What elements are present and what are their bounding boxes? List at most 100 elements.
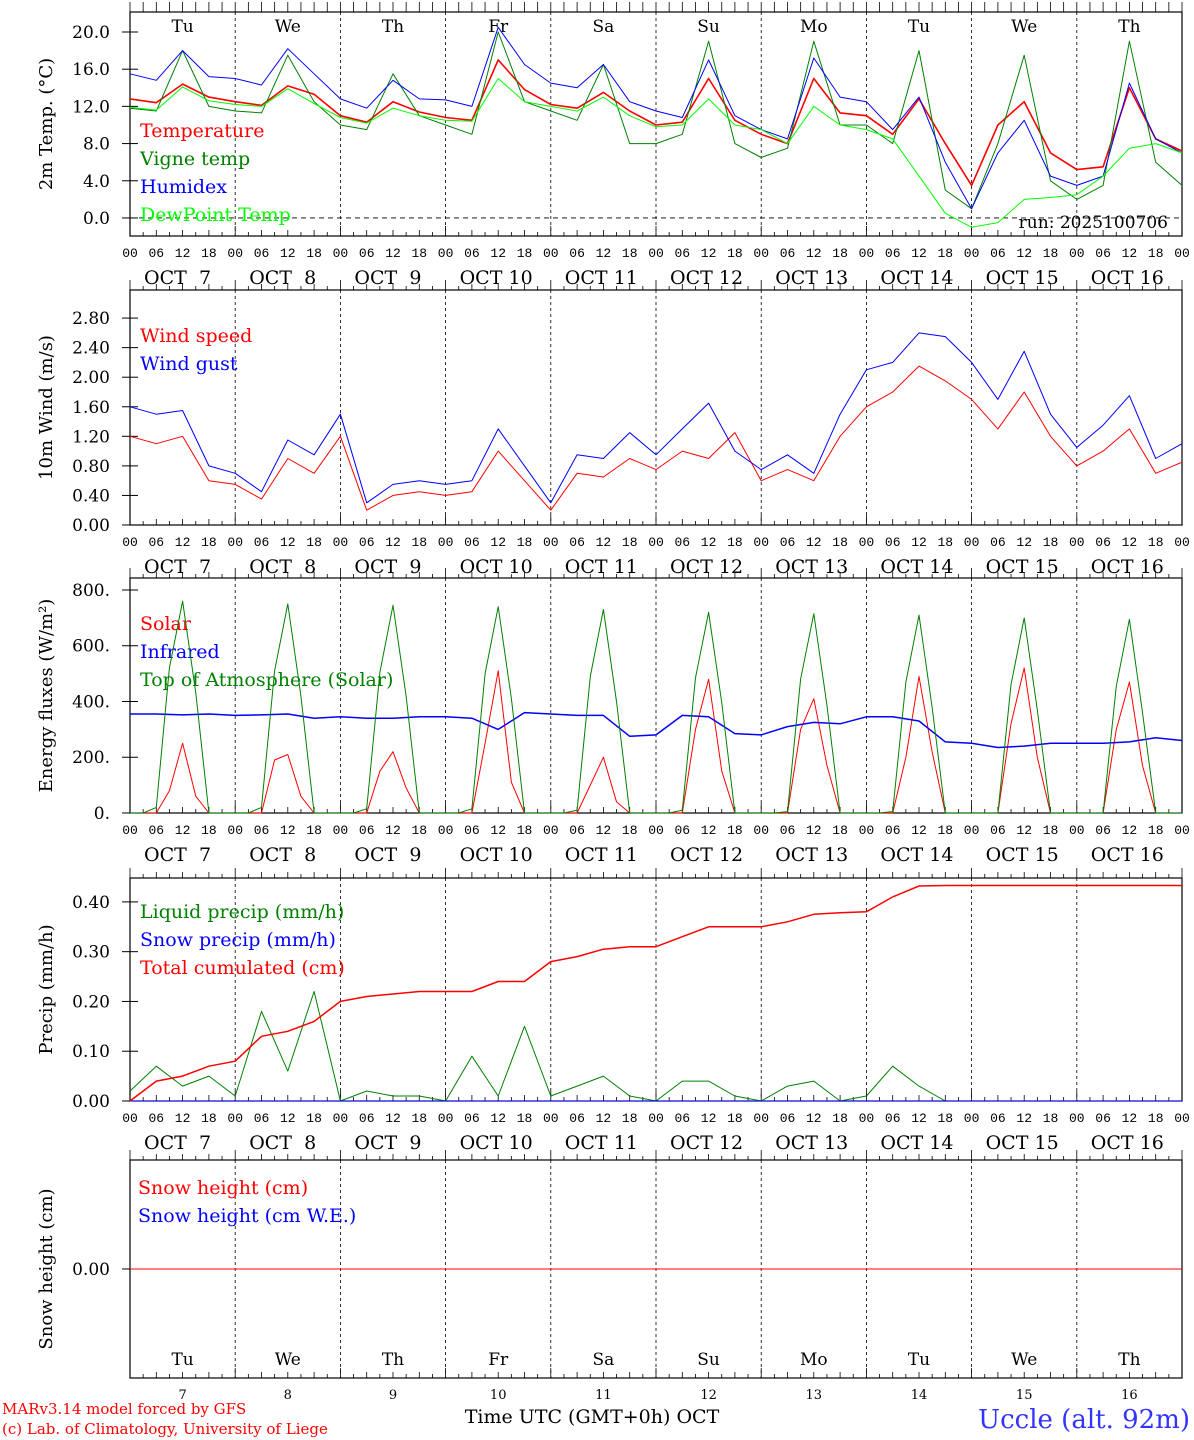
- hour-tick-label: 00: [1069, 535, 1085, 550]
- hour-tick-label: 18: [1043, 1111, 1059, 1126]
- footer-credit: (c) Lab. of Climatology, University of L…: [2, 1420, 328, 1438]
- hour-tick-label: 00: [543, 1111, 559, 1126]
- y-tick-label: 400.: [72, 692, 110, 712]
- hour-tick-label: 00: [227, 823, 243, 838]
- hour-tick-label: 18: [832, 535, 848, 550]
- legend-entry: Snow precip (mm/h): [140, 929, 336, 951]
- hour-tick-label: 00: [1174, 246, 1190, 261]
- hour-tick-label: 12: [596, 823, 612, 838]
- date-label: 16: [1140, 267, 1164, 289]
- hour-tick-label: 06: [464, 1111, 480, 1126]
- date-label: 14: [929, 556, 953, 578]
- series-line-vigne-temp: [129, 31, 1183, 210]
- hour-tick-label: 06: [359, 535, 375, 550]
- date-label: 9: [389, 1388, 397, 1403]
- date-label: 11: [614, 556, 638, 578]
- hour-tick-label: 00: [1174, 823, 1190, 838]
- hour-tick-label: 18: [201, 535, 217, 550]
- month-label: OCT: [144, 267, 187, 289]
- day-name: Mo: [800, 1350, 828, 1370]
- hour-tick-label: 06: [780, 823, 796, 838]
- date-label: 9: [409, 844, 421, 866]
- hour-tick-label: 00: [964, 535, 980, 550]
- hour-tick-label: 12: [280, 535, 296, 550]
- hour-tick-label: 12: [175, 535, 191, 550]
- date-label: 12: [719, 267, 743, 289]
- hour-tick-label: 00: [438, 535, 454, 550]
- y-tick-label: 0.20: [72, 992, 110, 1012]
- month-label: OCT: [1091, 844, 1134, 866]
- hour-tick-label: 06: [990, 1111, 1006, 1126]
- day-name: Mo: [800, 17, 828, 37]
- y-tick-label: 0.80: [72, 457, 110, 477]
- hour-tick-label: 06: [148, 823, 164, 838]
- hour-tick-label: 00: [1069, 823, 1085, 838]
- date-label: 9: [409, 556, 421, 578]
- plot-frame: [129, 11, 1183, 237]
- y-tick-label: 0.40: [72, 893, 110, 913]
- hour-tick-label: 00: [333, 535, 349, 550]
- hour-tick-label: 06: [569, 1111, 585, 1126]
- month-label: OCT: [144, 844, 187, 866]
- hour-tick-label: 18: [1148, 1111, 1164, 1126]
- series-line-humidex: [129, 26, 1183, 210]
- date-label: 16: [1140, 556, 1164, 578]
- hour-tick-label: 00: [1174, 535, 1190, 550]
- month-label: OCT: [880, 556, 923, 578]
- hour-tick-label: 18: [306, 246, 322, 261]
- y-tick-label: 800.: [72, 581, 110, 601]
- hour-tick-label: 00: [648, 246, 664, 261]
- hour-tick-label: 18: [937, 246, 953, 261]
- hour-tick-label: 00: [227, 535, 243, 550]
- series-line-dewpoint-temp: [129, 78, 1183, 228]
- hour-tick-label: 06: [569, 535, 585, 550]
- y-tick-label: 0.30: [72, 943, 110, 963]
- hour-tick-label: 00: [859, 1111, 875, 1126]
- hour-tick-label: 00: [543, 535, 559, 550]
- day-name: We: [275, 1350, 301, 1370]
- hour-tick-label: 12: [1016, 1111, 1032, 1126]
- hour-tick-label: 06: [1095, 535, 1111, 550]
- date-label: 8: [304, 844, 316, 866]
- y-tick-label: 0.40: [72, 486, 110, 506]
- date-label: 7: [178, 1388, 186, 1403]
- month-label: OCT: [775, 844, 818, 866]
- hour-tick-label: 12: [175, 246, 191, 261]
- date-label: 15: [1035, 556, 1059, 578]
- date-label: 13: [824, 844, 848, 866]
- hour-tick-label: 12: [1122, 246, 1138, 261]
- y-tick-label: 2.40: [72, 339, 110, 359]
- series-line-wind-speed: [129, 365, 1183, 511]
- month-label: OCT: [565, 267, 608, 289]
- day-name: Tu: [171, 1350, 193, 1370]
- date-label: 16: [1140, 844, 1164, 866]
- hour-tick-label: 18: [517, 823, 533, 838]
- month-label: OCT: [1091, 1132, 1134, 1154]
- hour-tick-label: 12: [911, 535, 927, 550]
- hour-tick-label: 06: [254, 1111, 270, 1126]
- hour-tick-label: 12: [175, 823, 191, 838]
- month-label: OCT: [354, 556, 397, 578]
- hour-tick-label: 18: [832, 246, 848, 261]
- hour-tick-label: 18: [832, 1111, 848, 1126]
- hour-tick-label: 12: [490, 246, 506, 261]
- hour-tick-label: 12: [280, 1111, 296, 1126]
- hour-tick-label: 00: [438, 1111, 454, 1126]
- hour-tick-label: 00: [859, 823, 875, 838]
- hour-tick-label: 00: [753, 535, 769, 550]
- footer-model: MARv3.14 model forced by GFS: [2, 1400, 246, 1418]
- month-label: OCT: [880, 844, 923, 866]
- hour-tick-label: 06: [780, 1111, 796, 1126]
- y-tick-label: 200.: [72, 748, 110, 768]
- date-label: 7: [199, 844, 211, 866]
- y-axis-label: 2m Temp. (°C): [36, 58, 57, 190]
- hour-tick-label: 12: [596, 1111, 612, 1126]
- hour-tick-label: 06: [359, 1111, 375, 1126]
- day-name: Tu: [171, 17, 193, 37]
- panel-3: 0. 200. 400. 600. 800. Energy fluxes (W/m²) 00…: [36, 568, 1190, 866]
- date-label: 7: [199, 1132, 211, 1154]
- day-name: Sa: [593, 17, 615, 37]
- legend-entry: DewPoint Temp: [140, 204, 291, 226]
- date-label: 10: [490, 1388, 507, 1403]
